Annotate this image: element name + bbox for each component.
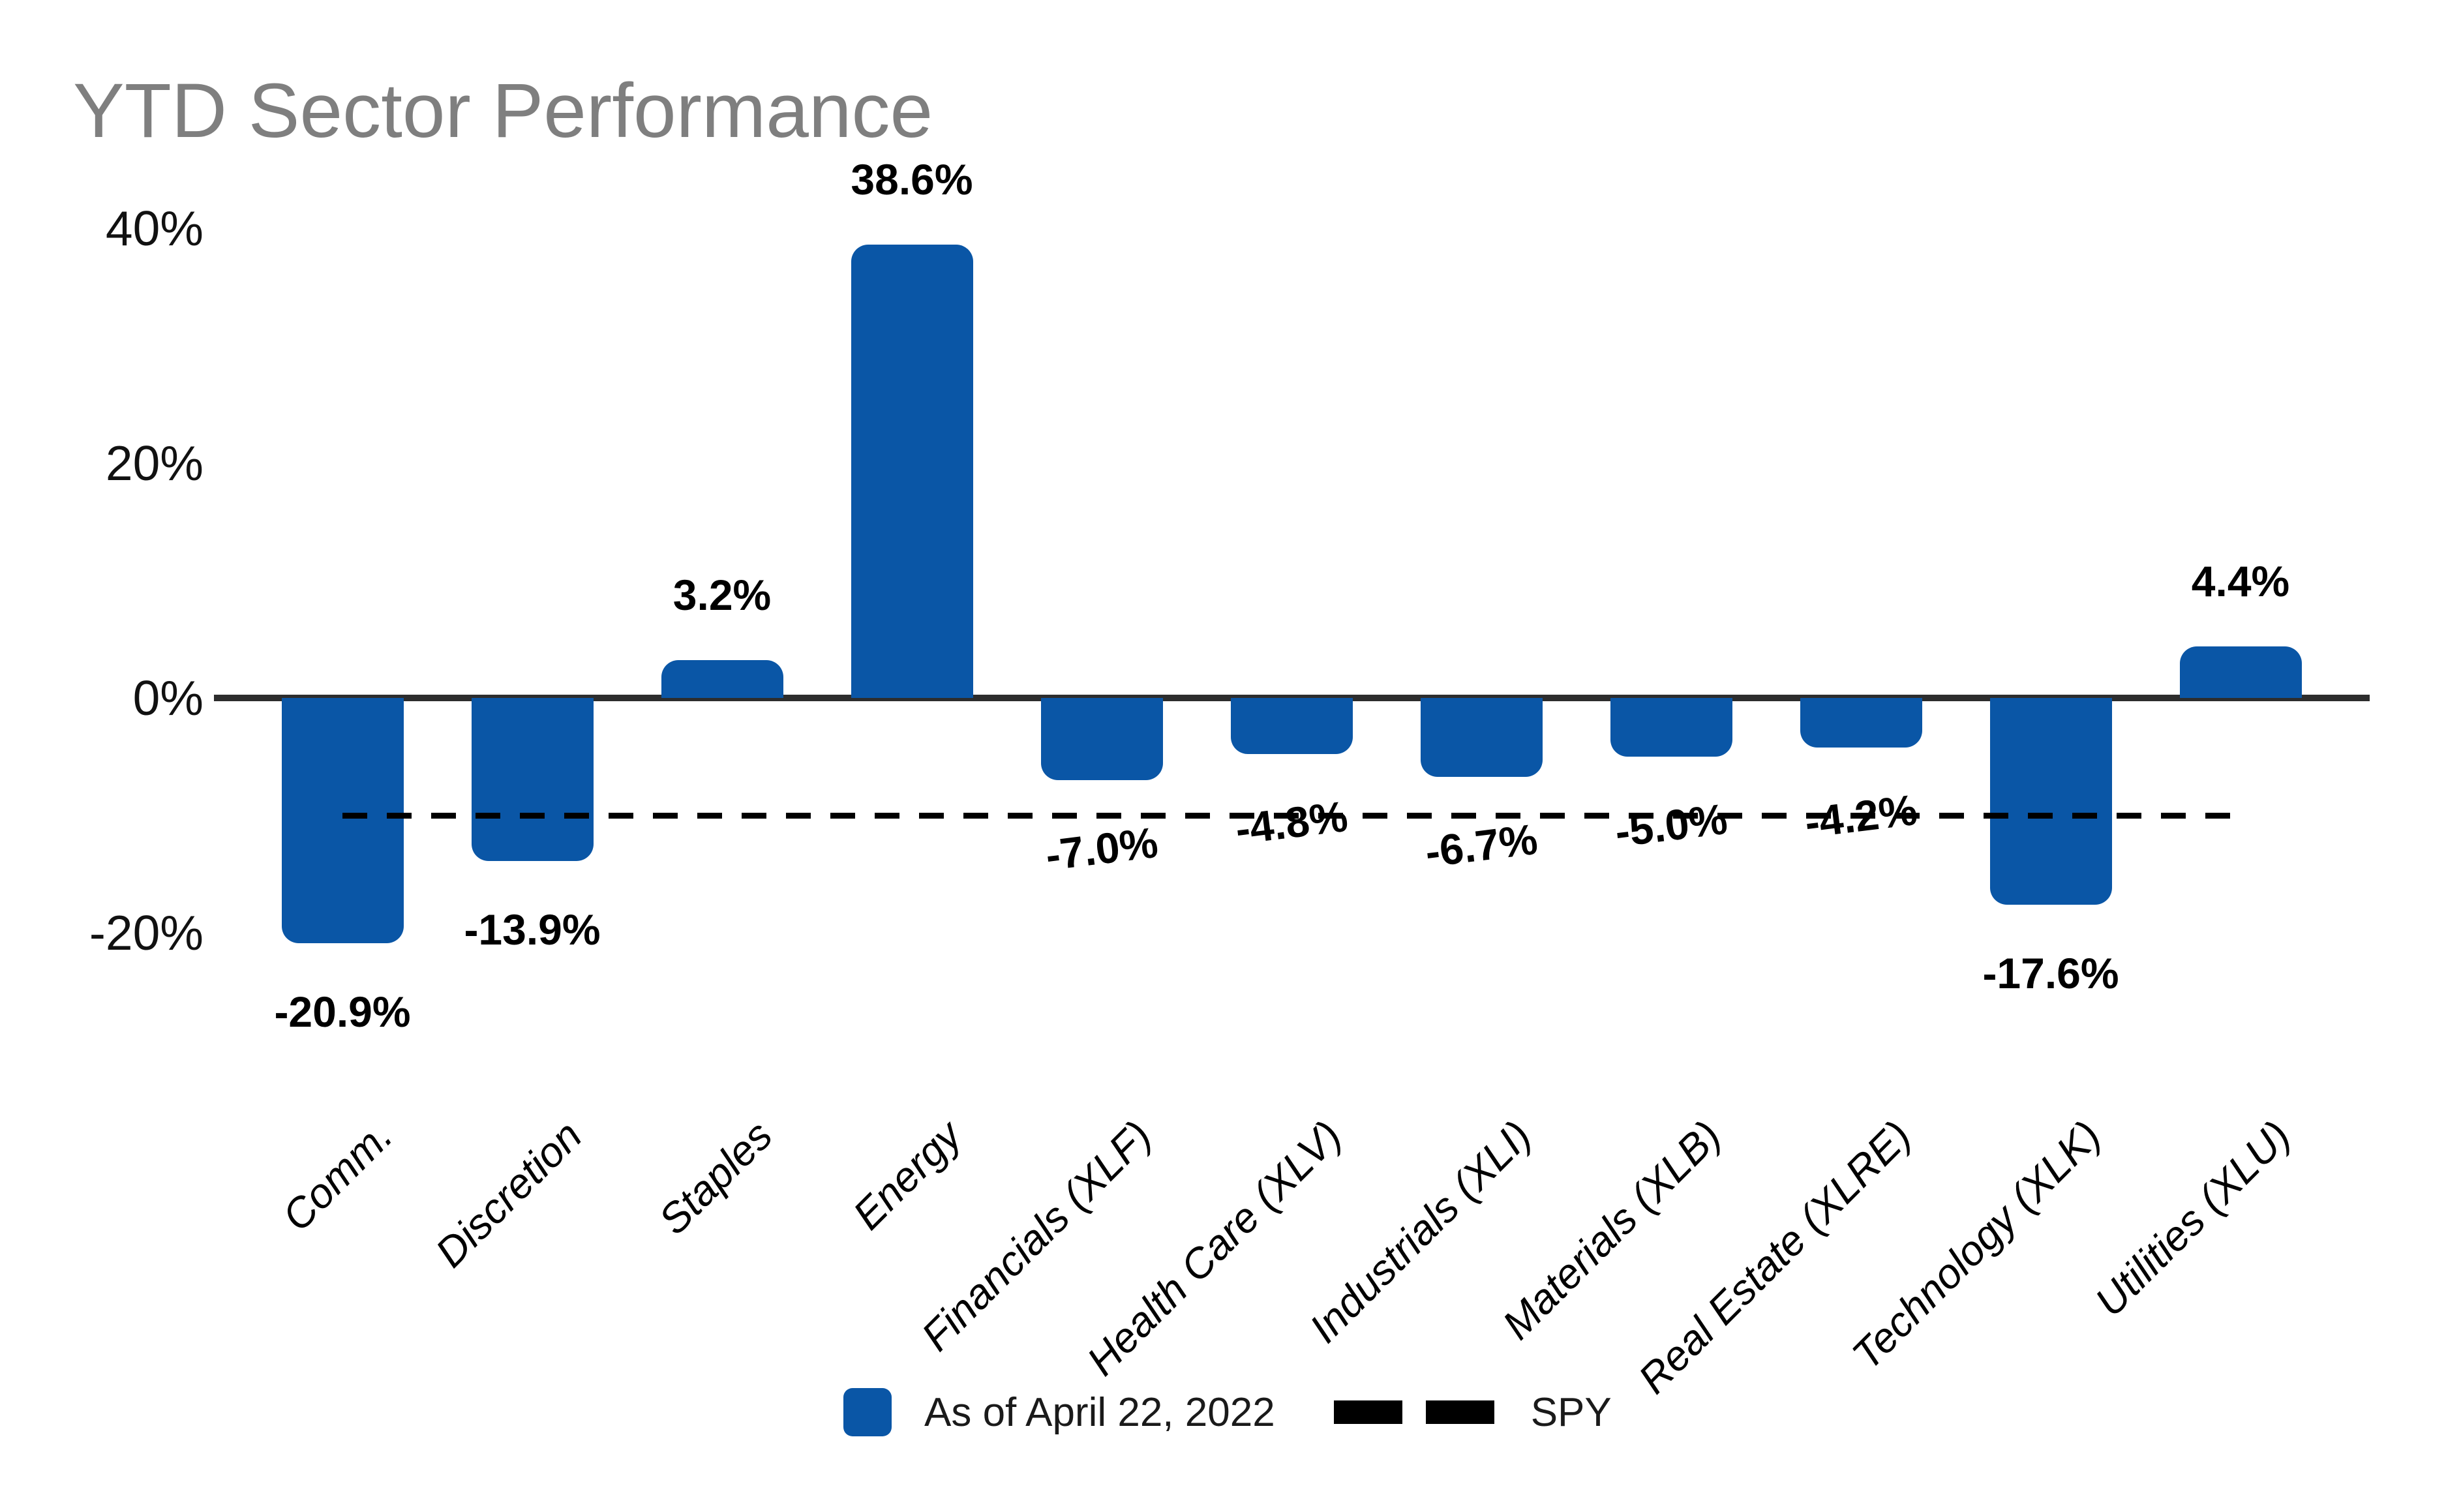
value-label-real-estate-xlre: -4.2% [1802,785,1920,847]
legend-dash-segment-icon [1425,1400,1494,1424]
bar-health-care-xlv [1230,698,1353,755]
bar-comm [281,698,404,944]
y-tick-label-20: 20% [105,436,204,491]
x-axis-label-energy: Energy [843,1111,971,1239]
legend: As of April 22, 2022 SPY [843,1382,1612,1443]
chart-title: YTD Sector Performance [73,68,933,154]
bar-energy [851,245,973,698]
x-axis-label-staples: Staples [649,1111,781,1244]
value-label-utilities-xlu: 4.4% [2191,556,2290,605]
y-tick-label-20: -20% [89,905,204,960]
legend-spy-label: SPY [1530,1389,1612,1435]
bar-real-estate-xlre [1800,698,1922,748]
y-tick-label-0: 0% [132,671,204,725]
bar-utilities-xlu [2179,646,2302,698]
bar-discretion [471,698,594,862]
value-label-staples: 3.2% [672,571,772,620]
value-label-discretion: -13.9% [464,905,601,954]
value-label-energy: 38.6% [851,155,973,204]
y-tick-label-40: 40% [105,201,204,256]
legend-bar-series-label: As of April 22, 2022 [924,1389,1275,1435]
value-label-technology-xlk: -17.6% [1982,948,2119,997]
bar-financials-xlf [1040,698,1163,780]
bar-materials-xlb [1610,698,1732,757]
bar-staples [661,660,783,698]
spy-dashed-line [342,812,2246,819]
bar-industrials-xli [1420,698,1543,777]
legend-bar-swatch-icon [843,1388,892,1436]
legend-spy-dash-icon [1333,1400,1494,1424]
x-axis-label-discretion: Discretion [427,1111,592,1277]
value-label-comm: -20.9% [274,988,411,1036]
x-axis-label-utilities-xlu: Utilities (XLU) [2085,1111,2300,1325]
x-axis-label-comm: Comm. [273,1111,402,1241]
bar-technology-xlk [1989,698,2112,905]
legend-dash-segment-icon [1333,1400,1402,1424]
